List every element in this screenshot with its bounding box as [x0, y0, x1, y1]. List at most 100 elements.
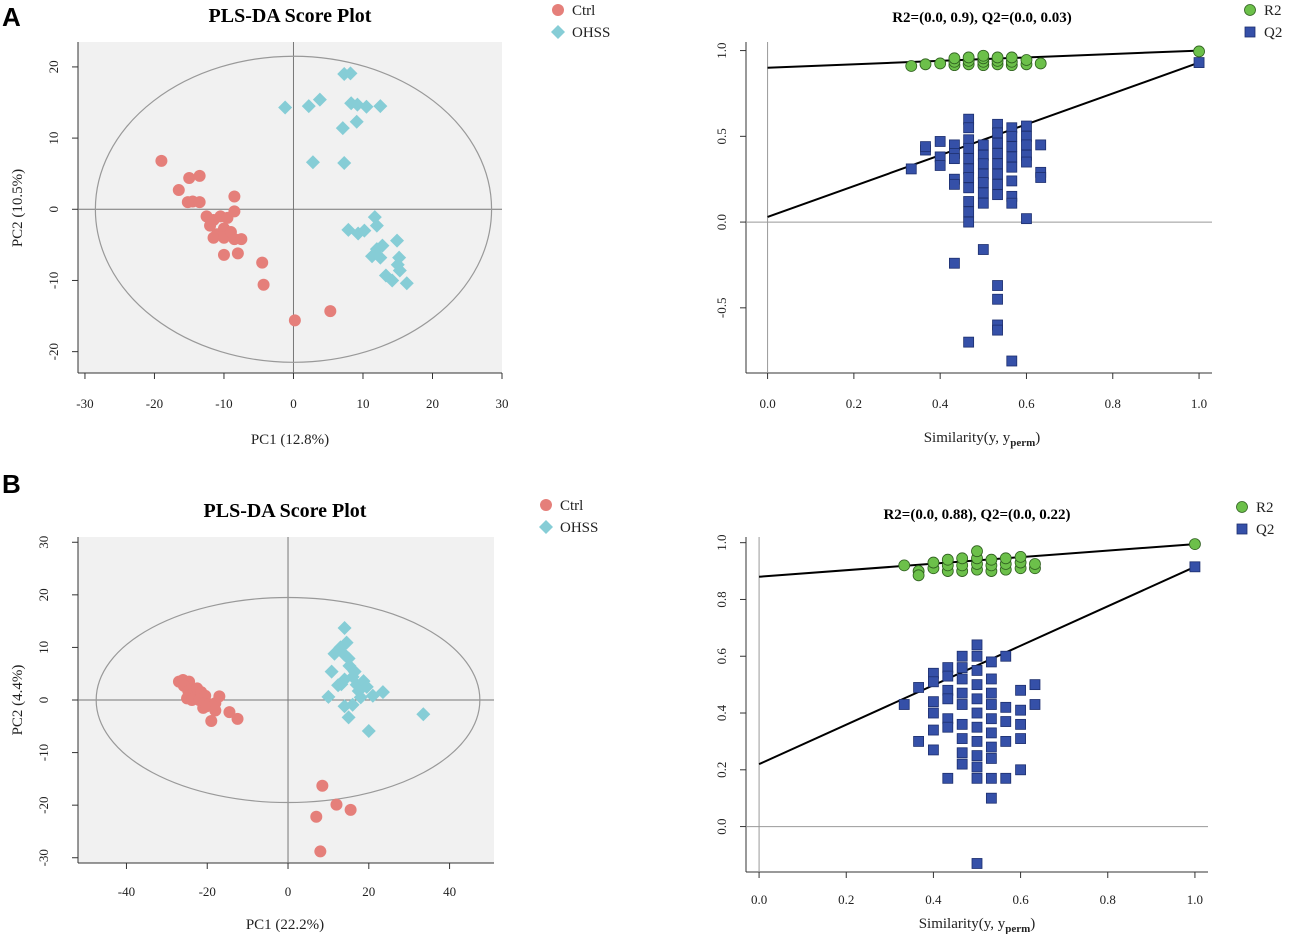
point-r2	[912, 569, 925, 582]
hotelling-ellipse	[94, 55, 493, 363]
x-axis-label: Similarity(y, yperm)	[919, 916, 1036, 934]
x-tick-label: 10	[356, 396, 369, 411]
y-tick-label: 0.0	[714, 818, 729, 834]
y-tick-label: 0.2	[714, 762, 729, 778]
x-tick-label: 0.8	[1105, 396, 1121, 411]
point-q2	[1000, 736, 1012, 747]
legend-marker-q2	[1236, 523, 1248, 535]
point-q2	[1006, 197, 1018, 209]
point-q2	[985, 699, 997, 710]
point-q2	[956, 687, 968, 699]
point-q2	[963, 153, 975, 165]
y-tick-label: 0	[36, 697, 51, 704]
point-q2	[1015, 718, 1026, 730]
point-ohss	[324, 664, 339, 679]
point-q2	[971, 721, 983, 733]
point-ctrl	[223, 706, 236, 719]
point-q2	[985, 656, 997, 668]
y-tick-label: -20	[46, 343, 61, 360]
point-q2	[949, 257, 960, 269]
point-q2	[928, 744, 939, 756]
point-q2	[942, 772, 954, 784]
x-tick-label: -10	[215, 396, 232, 411]
point-r2	[977, 49, 990, 62]
x-tick-label: -20	[199, 884, 216, 899]
legend-label-q2: Q2	[1256, 522, 1274, 538]
chart-title: R2=(0.0, 0.88), Q2=(0.0, 0.22)	[883, 507, 1070, 523]
x-tick-label: -20	[146, 396, 163, 411]
point-ohss	[312, 92, 327, 107]
x-tick-label: 0	[285, 884, 292, 899]
point-q2	[928, 707, 939, 719]
point-r2	[1189, 538, 1201, 550]
point-q2	[985, 753, 997, 764]
point-ohss	[305, 155, 320, 170]
point-ohss	[359, 99, 374, 114]
point-q2	[1015, 684, 1026, 696]
point-q2	[992, 178, 1003, 190]
point-q2	[977, 177, 989, 189]
point-q2	[971, 761, 983, 773]
point-q2	[1035, 172, 1047, 183]
point-q2	[1006, 151, 1018, 163]
x-tick-label: 0.8	[1100, 892, 1116, 907]
point-q2	[992, 137, 1003, 149]
point-r2	[1193, 45, 1205, 58]
point-q2	[963, 122, 975, 134]
point-ctrl	[209, 704, 222, 717]
x-axis-label-subscript: perm	[1010, 437, 1035, 449]
y-tick-label: -10	[36, 744, 51, 761]
legend-marker-q2	[1244, 26, 1256, 38]
y-tick-label: 0	[46, 206, 61, 213]
point-ohss	[337, 620, 352, 635]
point-ctrl	[183, 171, 196, 184]
point-ohss	[416, 707, 431, 722]
point-ohss	[357, 223, 372, 238]
x-tick-label: 1.0	[1191, 396, 1207, 411]
x-tick-label: 0.0	[751, 892, 767, 907]
point-ctrl	[310, 810, 323, 823]
x-tick-label: 1.0	[1187, 892, 1203, 907]
point-ohss	[385, 273, 400, 288]
x-tick-label: 0.4	[925, 892, 942, 907]
point-ctrl	[314, 845, 327, 858]
y-tick-label: 0.5	[714, 128, 729, 144]
point-q2	[928, 696, 939, 708]
point-ohss	[278, 100, 293, 115]
point-q2	[977, 197, 989, 209]
point-q2	[1015, 704, 1026, 716]
point-q2	[1021, 213, 1032, 225]
chart-b-permutation-plot: 0.0 0.2 0.4 0.6 0.8 1.0 0.0 0.2 0.4 0.6 0.8 1.0 R2=(…	[714, 500, 1274, 934]
point-q2	[956, 673, 968, 685]
x-axis-label-main: Similarity(y, y	[919, 916, 1006, 932]
point-q2	[942, 670, 954, 682]
point-r2	[934, 57, 947, 70]
x-tick-label: 0.2	[846, 396, 862, 411]
y-tick-label: 0.0	[714, 214, 729, 230]
point-ohss	[321, 689, 336, 704]
point-q2	[992, 324, 1003, 336]
point-r2	[956, 552, 969, 565]
x-axis-label-end: )	[1030, 916, 1035, 932]
point-r2	[971, 545, 983, 558]
point-q2	[1035, 139, 1047, 151]
point-ohss	[349, 114, 364, 129]
point-ctrl	[172, 184, 185, 197]
point-q2	[963, 172, 975, 183]
x-axis-label: Similarity(y, yperm)	[924, 430, 1041, 449]
legend-marker-ctrl	[540, 499, 552, 511]
point-q2	[1006, 161, 1018, 173]
point-ohss	[399, 276, 414, 291]
point-r2	[985, 553, 998, 566]
point-q2	[1006, 130, 1018, 142]
point-ohss	[375, 685, 390, 700]
point-r2	[991, 51, 1004, 64]
y-axis-label: PC2 (4.4%)	[10, 665, 26, 736]
y-tick-label: -10	[46, 272, 61, 289]
point-ctrl	[231, 247, 244, 260]
point-ohss	[375, 238, 390, 253]
y-tick-label: 0.4	[714, 704, 729, 721]
point-q2	[963, 182, 975, 194]
point-q2	[1193, 57, 1205, 68]
point-ohss	[301, 99, 316, 114]
